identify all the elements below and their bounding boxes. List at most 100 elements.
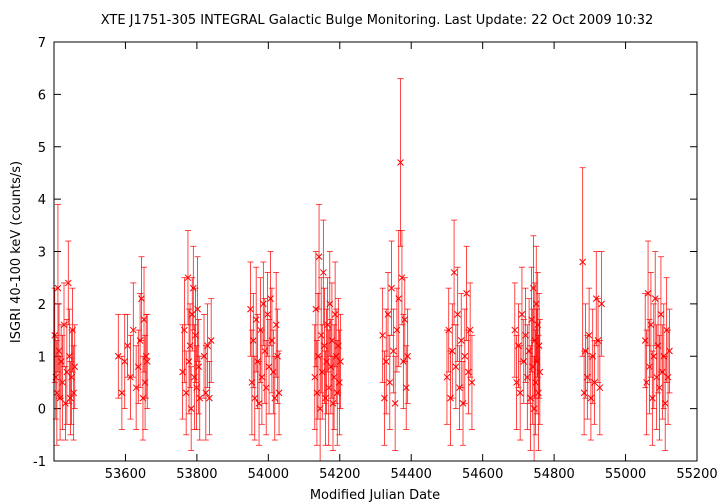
x-tick-label: 55000	[605, 467, 646, 482]
data-point	[382, 358, 390, 365]
y-tick-label: 6	[38, 88, 46, 103]
data-point	[195, 363, 203, 371]
data-point	[401, 316, 409, 323]
y-tick-label: 4	[38, 193, 46, 208]
data-point	[450, 269, 458, 276]
data-point	[184, 274, 192, 282]
data-point	[397, 159, 404, 166]
data-point	[644, 290, 652, 297]
data-point	[518, 310, 526, 318]
x-tick-label: 53800	[176, 467, 217, 482]
data-point	[196, 394, 204, 402]
data-point	[384, 310, 392, 318]
data-point	[454, 310, 462, 318]
y-tick-label: 5	[38, 141, 46, 156]
data-point	[274, 352, 281, 360]
data-point	[516, 389, 524, 397]
data-point	[395, 295, 403, 302]
data-point	[255, 400, 263, 407]
data-point	[71, 363, 79, 371]
data-point	[143, 358, 151, 365]
data-point	[271, 394, 279, 402]
data-point	[259, 300, 267, 308]
data-point	[445, 326, 453, 334]
data-point	[319, 269, 327, 276]
data-point	[388, 284, 395, 292]
y-tick-label: -1	[33, 455, 46, 470]
data-point	[269, 368, 277, 376]
data-point	[60, 321, 68, 329]
data-point	[646, 363, 653, 371]
data-point	[142, 352, 150, 360]
data-point	[666, 347, 673, 355]
data-point	[121, 358, 129, 365]
data-point	[457, 337, 465, 344]
data-point	[598, 300, 605, 308]
data-point	[129, 326, 137, 334]
y-tick-label: 3	[38, 246, 46, 261]
data-point	[329, 400, 337, 407]
data-point	[535, 342, 543, 350]
data-point	[391, 400, 399, 407]
data-point	[404, 352, 412, 360]
x-tick-label: 54800	[533, 467, 574, 482]
data-point	[248, 379, 256, 386]
data-point	[262, 384, 270, 392]
data-point	[202, 389, 210, 397]
data-point	[448, 347, 456, 355]
data-point	[650, 352, 658, 360]
data-point	[661, 400, 669, 407]
data-point	[461, 352, 469, 360]
data-point	[185, 358, 193, 365]
data-point	[511, 326, 519, 334]
y-axis: -1 0 1 2 3 4 5 6 7	[33, 36, 697, 470]
data-point	[535, 389, 542, 397]
data-point	[532, 300, 540, 308]
data-point	[664, 373, 672, 381]
plot-area	[51, 78, 673, 462]
data-point	[331, 310, 339, 318]
data-point	[336, 379, 343, 386]
data-point	[187, 405, 195, 412]
data-point	[247, 305, 254, 313]
data-point	[322, 394, 329, 402]
y-tick-label: 2	[38, 298, 46, 313]
data-point	[114, 352, 122, 360]
y-tick-label: 1	[38, 350, 46, 365]
data-point	[62, 400, 69, 407]
data-point	[251, 394, 259, 402]
data-point	[268, 337, 276, 344]
data-point	[188, 310, 196, 318]
data-point	[59, 379, 66, 386]
data-point	[643, 379, 650, 386]
x-tick-label: 54000	[248, 467, 289, 482]
data-point	[390, 347, 397, 355]
x-tick-label: 54200	[319, 467, 360, 482]
x-tick-label: 54600	[462, 467, 503, 482]
data-point	[317, 331, 325, 339]
data-point	[64, 279, 72, 287]
data-point	[591, 379, 598, 386]
data-point	[463, 290, 470, 297]
data-point	[379, 331, 386, 339]
data-point	[443, 373, 451, 381]
data-point	[466, 326, 474, 334]
data-point	[272, 321, 280, 329]
data-point	[313, 389, 321, 397]
data-point	[138, 295, 145, 302]
data-point	[658, 368, 666, 376]
data-point	[386, 379, 394, 386]
plot-frame	[53, 41, 698, 462]
x-tick-label: 53600	[105, 467, 146, 482]
data-point	[194, 305, 201, 313]
data-point	[648, 394, 656, 402]
data-point	[70, 389, 78, 397]
data-point	[641, 337, 649, 344]
data-point	[267, 295, 274, 302]
x-axis-label: Modified Julian Date	[310, 488, 440, 503]
data-point	[206, 394, 213, 402]
data-point	[657, 310, 665, 318]
y-axis-label: ISGRI 40-100 keV (counts/s)	[9, 161, 24, 343]
data-point	[656, 384, 663, 392]
